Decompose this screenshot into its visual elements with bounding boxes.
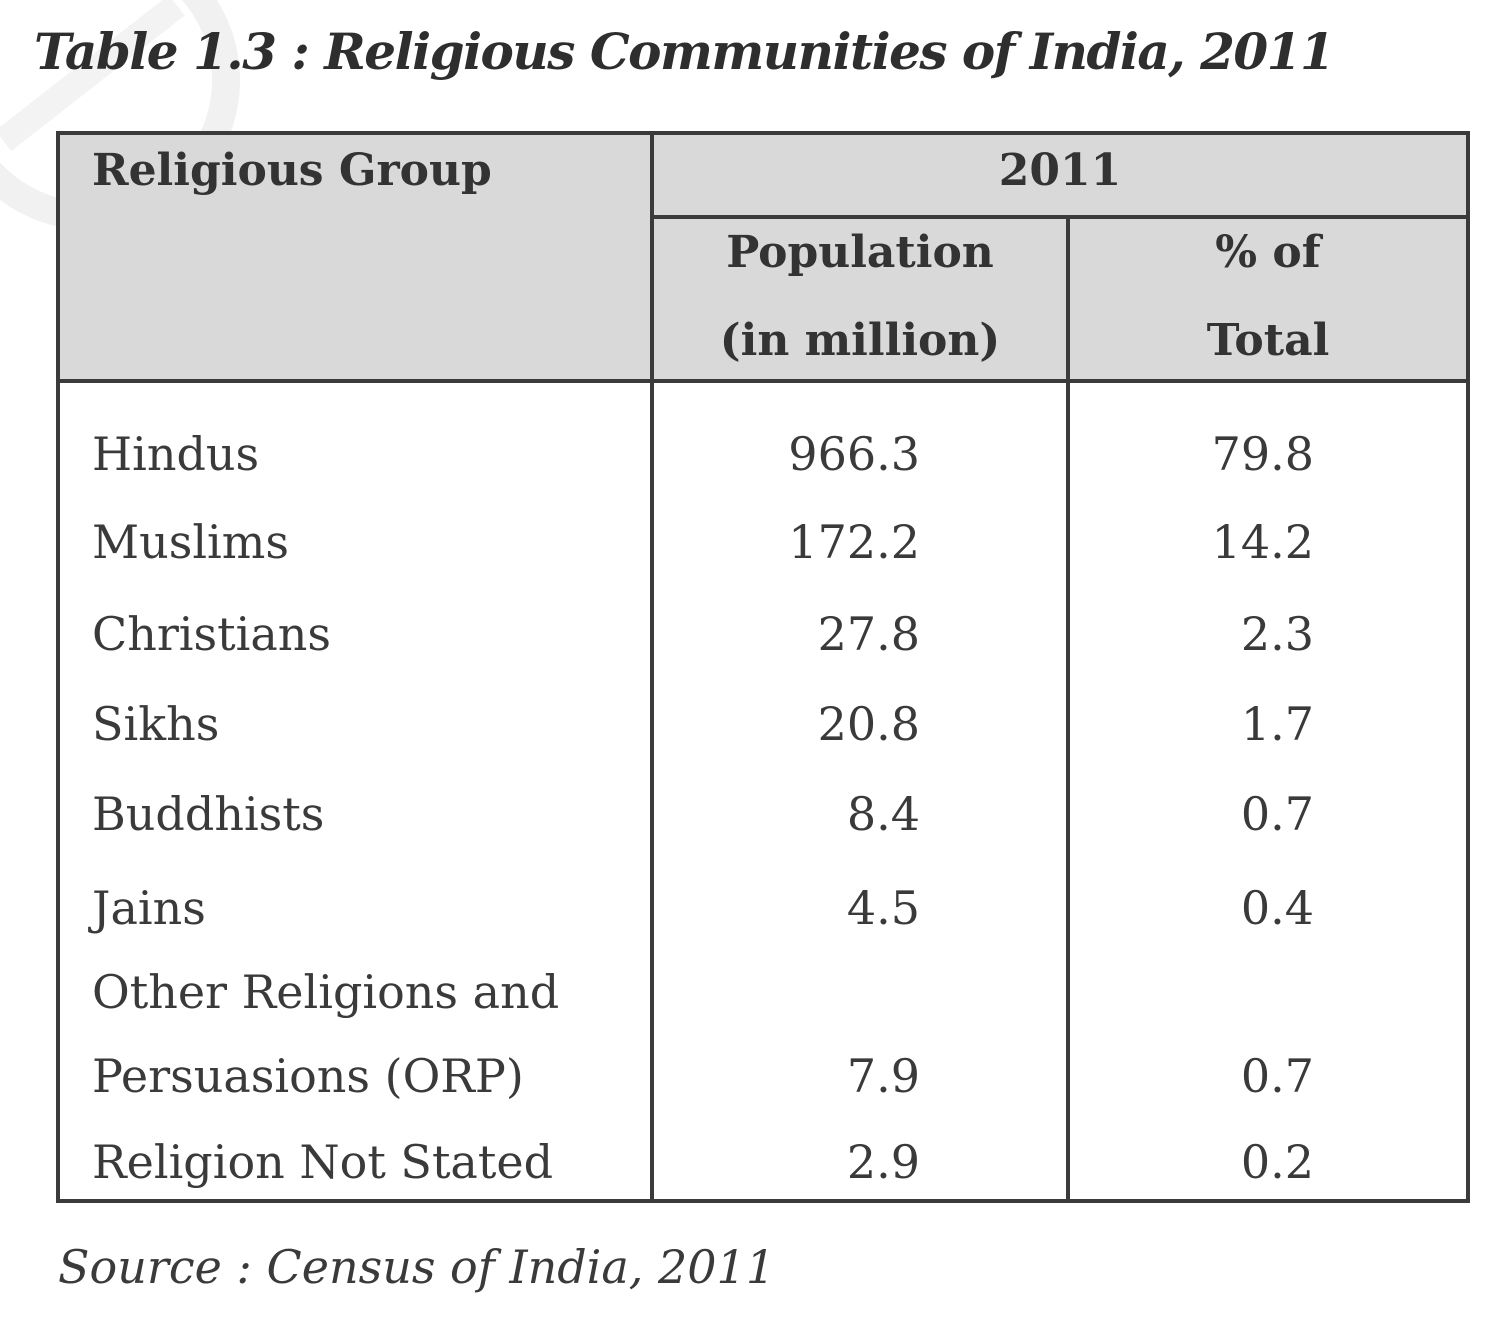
header-divider [650,215,1466,219]
percent-value: 0.2 [1240,1135,1314,1189]
table-header [60,135,1466,383]
table-row: Muslims 172.2 14.2 [60,515,1466,603]
religion-name: Hindus [92,427,260,481]
religion-name: Buddhists [92,787,325,841]
population-value: 27.8 [817,607,920,661]
percent-value: 0.7 [1240,787,1314,841]
source-note: Source : Census of India, 2011 [58,1240,776,1294]
header-percent-line2: Total [1206,315,1330,366]
religion-name: Muslims [92,515,289,569]
table-row: Sikhs 20.8 1.7 [60,697,1466,785]
percent-value: 1.7 [1240,697,1314,751]
religion-name: Sikhs [92,697,220,751]
religion-name: Other Religions and [92,965,560,1019]
population-value: 2.9 [846,1135,920,1189]
column-divider [650,135,654,1199]
header-percent-line1: % of [1215,227,1321,278]
header-year: 2011 [998,145,1122,196]
percent-value: 0.7 [1240,1049,1314,1103]
header-population-line1: Population [726,227,994,278]
header-population-line2: (in million) [719,315,1001,366]
table-row: Jains 4.5 0.4 [60,881,1466,969]
percent-value: 0.4 [1240,881,1314,935]
table-row: Buddhists 8.4 0.7 [60,787,1466,875]
religion-name: Religion Not Stated [92,1135,554,1189]
table-row: Hindus 966.3 79.8 [60,427,1466,515]
population-value: 8.4 [846,787,920,841]
table-row: Other Religions and Persuasions (ORP) 7.… [60,965,1466,1135]
table-caption: Table 1.3 : Religious Communities of Ind… [34,22,1335,81]
table-row: Christians 27.8 2.3 [60,607,1466,695]
population-value: 4.5 [846,881,920,935]
population-value: 20.8 [817,697,920,751]
percent-value: 14.2 [1211,515,1314,569]
population-value: 7.9 [846,1049,920,1103]
religion-name: Christians [92,607,331,661]
religion-table: Religious Group 2011 Population (in mill… [56,131,1470,1203]
religion-name: Jains [92,881,206,935]
population-value: 172.2 [788,515,920,569]
column-divider [1066,219,1070,1199]
population-value: 966.3 [788,427,920,481]
percent-value: 79.8 [1211,427,1314,481]
table-row: Religion Not Stated 2.9 0.2 [60,1135,1466,1199]
percent-value: 2.3 [1240,607,1314,661]
header-religious-group: Religious Group [92,145,492,196]
religion-name-line2: Persuasions (ORP) [92,1049,524,1103]
